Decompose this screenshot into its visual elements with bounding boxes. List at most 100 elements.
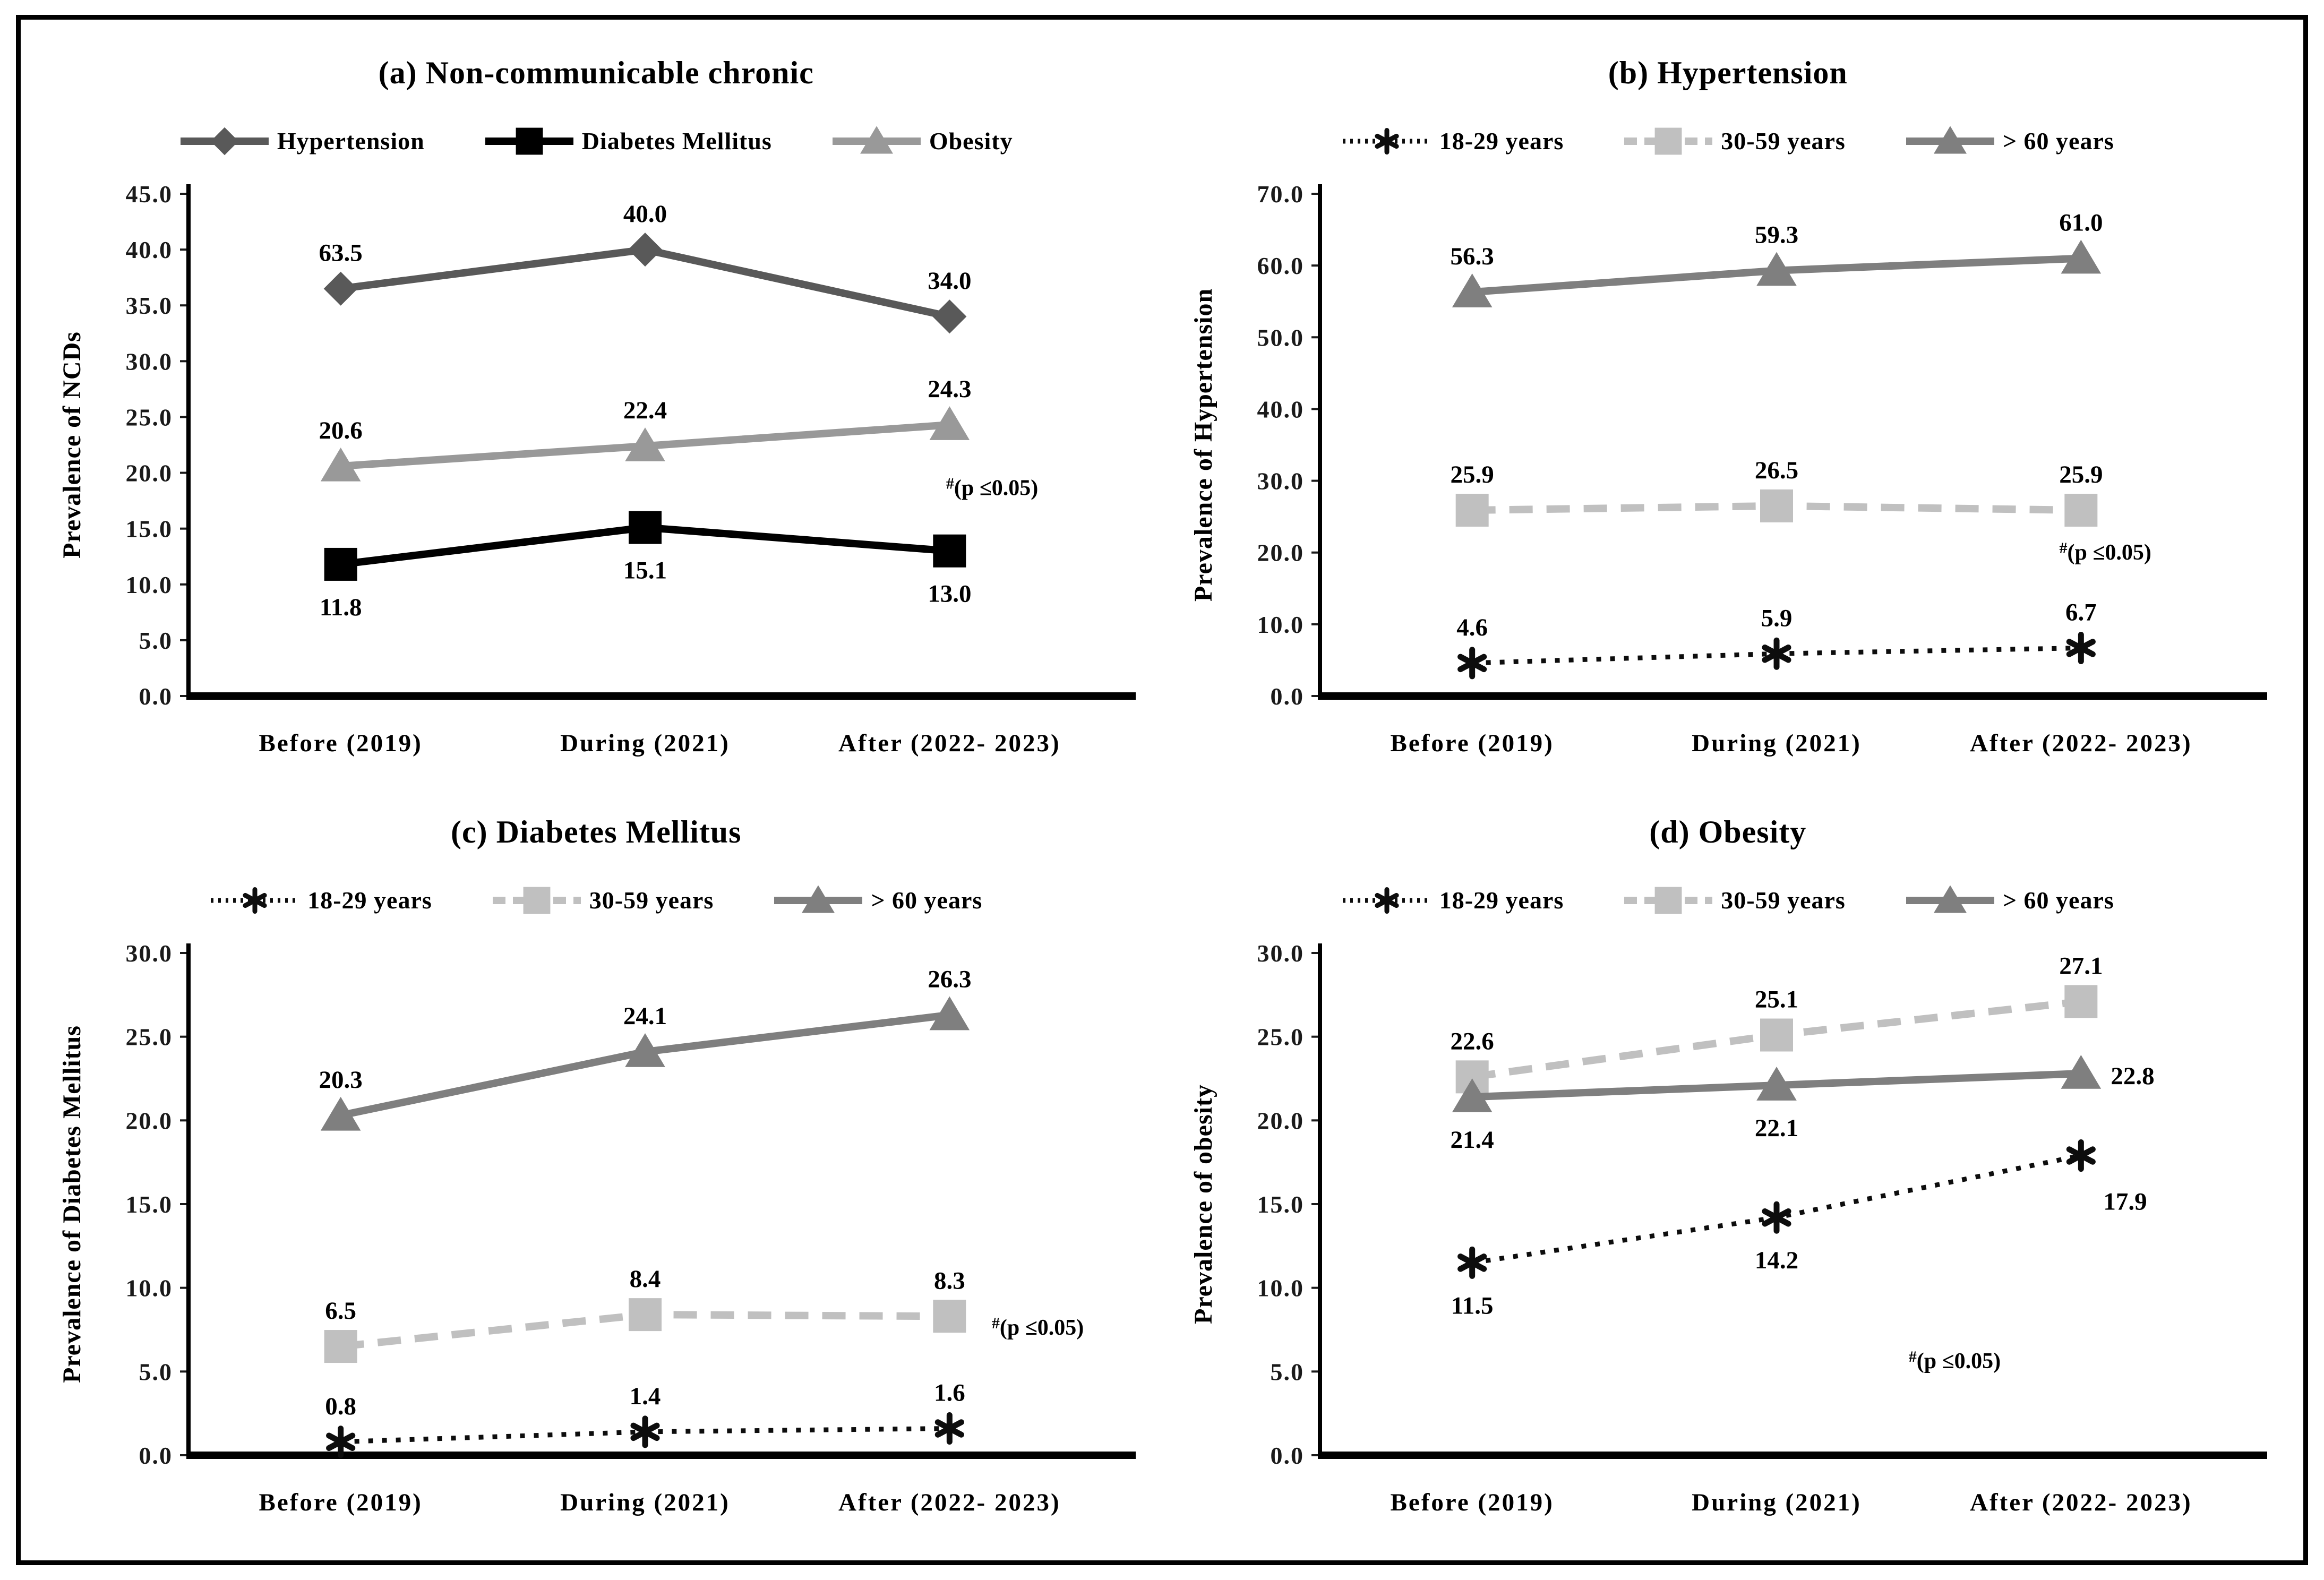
y-tick-label: 10.0 (125, 571, 173, 598)
significance-annotation: #(p ≤0.05) (992, 1315, 1084, 1340)
asterisk-marker-icon (1375, 892, 1399, 908)
point-label: 25.9 (2059, 461, 2103, 488)
series-obesity: 20.6 22.4 24.3 (319, 375, 971, 482)
diamond-marker-icon (932, 299, 967, 334)
y-axis-title: Prevalence of obesity (1189, 1084, 1217, 1324)
x-category-label: During (2021) (1692, 729, 1862, 757)
panel-c: (c) Diabetes Mellitus 18-29 years 30-59 y… (37, 793, 1156, 1547)
legend-key-icon (832, 126, 921, 154)
panel-b: (b) Hypertension 18-29 years 30-59 years >… (1169, 33, 2288, 787)
legend-label: 18-29 years (1439, 887, 1564, 914)
y-tick-label: 30.0 (1257, 940, 1305, 967)
point-label: 20.3 (319, 1066, 362, 1094)
diamond-marker-icon (210, 127, 239, 155)
legend-label: 30-59 years (1721, 127, 1846, 154)
panel-a-legend: Hypertension Diabetes Mellitus Obesity (179, 125, 1013, 157)
y-tick-label: 35.0 (125, 292, 173, 319)
triangle-marker-icon (624, 1033, 665, 1067)
y-tick-label: 0.0 (139, 1442, 173, 1469)
square-marker-icon (523, 887, 551, 914)
point-label: 26.5 (1755, 457, 1798, 484)
point-label: 22.4 (623, 397, 667, 424)
square-marker-icon (1654, 127, 1682, 154)
legend-item-obesity: Obesity (831, 126, 1013, 156)
legend-item-18-29-years: 18-29 years (1342, 126, 1564, 156)
triangle-marker-icon (1452, 1078, 1493, 1112)
y-tick-label: 15.0 (1257, 1191, 1305, 1218)
point-label: 15.1 (623, 557, 667, 585)
legend-label: > 60 years (871, 887, 983, 914)
y-tick-label: 40.0 (1257, 396, 1305, 423)
triangle-marker-icon (320, 447, 361, 482)
legend-label: 18-29 years (307, 887, 432, 914)
x-category-label: After (2022- 2023) (1970, 1489, 2192, 1516)
x-category-label: After (2022- 2023) (838, 729, 1061, 757)
y-tick-label: 15.0 (125, 1191, 173, 1218)
legend-key-icon (1342, 127, 1431, 154)
square-marker-icon (2064, 493, 2098, 527)
series-30-59-years: 25.9 26.5 25.9 (1451, 457, 2103, 527)
x-category-label: Before (2019) (1391, 1489, 1554, 1516)
series-hypertension: 63.5 40.0 34.0 (319, 200, 971, 334)
point-label: 27.1 (2059, 952, 2103, 980)
panel-a: (a) Non-communicable chronic Hypertensio… (37, 33, 1156, 787)
series-30-59-years: 22.6 25.1 27.1 (1451, 952, 2103, 1094)
square-marker-icon (933, 1300, 966, 1333)
point-label: 40.0 (623, 200, 667, 228)
point-label: 20.6 (319, 417, 362, 444)
diamond-marker-icon (323, 271, 358, 306)
point-label: 24.3 (928, 375, 971, 403)
triangle-marker-icon (929, 996, 970, 1031)
asterisk-marker-icon (2066, 639, 2096, 657)
point-label: 1.6 (934, 1379, 965, 1407)
significance-annotation: #(p ≤0.05) (1909, 1348, 2001, 1373)
legend-label: > 60 years (2002, 887, 2114, 914)
legend-label: Obesity (929, 127, 1013, 154)
y-tick-label: 60.0 (1257, 252, 1305, 279)
legend-key-icon (180, 127, 269, 155)
point-label: 14.2 (1755, 1247, 1798, 1274)
point-label: 8.3 (934, 1267, 965, 1294)
panel-c-title: (c) Diabetes Mellitus (450, 814, 742, 849)
legend-key-icon (1342, 887, 1431, 914)
y-tick-label: 10.0 (1257, 1275, 1305, 1302)
legend-key-icon (485, 127, 573, 154)
chart-svg-c: 0.0 5.0 10.0 15.0 20.0 25.0 30.0 Prevalence of … (58, 940, 1136, 1516)
triangle-marker-icon (2061, 239, 2102, 274)
triangle-marker-icon (929, 406, 970, 440)
square-marker-icon (1654, 887, 1682, 914)
series--60-years: 21.4 22.1 22.8 (1451, 1055, 2155, 1154)
square-marker-icon (933, 534, 966, 568)
asterisk-marker-icon (243, 892, 267, 908)
square-marker-icon (628, 1298, 662, 1332)
point-label: 59.3 (1755, 221, 1798, 249)
y-tick-label: 45.0 (125, 181, 173, 208)
asterisk-marker-icon (2066, 1146, 2096, 1165)
square-marker-icon (324, 547, 357, 581)
legend-item-diabetes-mellitus: Diabetes Mellitus (484, 126, 772, 156)
legend-key-icon (774, 885, 863, 913)
x-category-label: Before (2019) (259, 729, 422, 757)
panel-d-title: (d) Obesity (1649, 814, 1807, 849)
series-18-29-years: 0.8 1.4 1.6 (325, 1379, 965, 1458)
y-tick-label: 5.0 (139, 1358, 173, 1385)
legend-item-30-59-years: 30-59 years (492, 886, 714, 915)
panel-c-chart: 0.0 5.0 10.0 15.0 20.0 25.0 30.0 Prevalence of … (49, 925, 1143, 1547)
asterisk-marker-icon (1375, 133, 1399, 149)
legend-label: 18-29 years (1439, 127, 1564, 154)
x-category-label: Before (2019) (259, 1489, 422, 1516)
point-label: 63.5 (319, 239, 362, 267)
square-marker-icon (2064, 985, 2098, 1018)
panel-d: (d) Obesity 18-29 years 30-59 years > 60 y… (1169, 793, 2288, 1547)
panel-a-chart: 0.0 5.0 10.0 15.0 20.0 25.0 30.0 35.0 40.0 45.0 Pr… (49, 166, 1143, 787)
point-label: 34.0 (928, 267, 971, 295)
panel-b-chart: 0.0 10.0 20.0 30.0 40.0 50.0 60.0 70.0 Prevalenc… (1181, 166, 2275, 787)
series--60-years: 20.3 24.1 26.3 (319, 966, 971, 1131)
chart-svg-a: 0.0 5.0 10.0 15.0 20.0 25.0 30.0 35.0 40.0 45.0 Pr… (58, 181, 1136, 757)
diamond-marker-icon (628, 233, 662, 267)
panel-d-legend: 18-29 years 30-59 years > 60 years (1342, 885, 2114, 916)
point-label: 11.5 (1451, 1292, 1494, 1319)
point-label: 22.8 (2111, 1062, 2155, 1090)
point-label: 0.8 (325, 1393, 356, 1420)
panel-d-chart: 0.0 5.0 10.0 15.0 20.0 25.0 30.0 Prevalence of … (1181, 925, 2275, 1547)
